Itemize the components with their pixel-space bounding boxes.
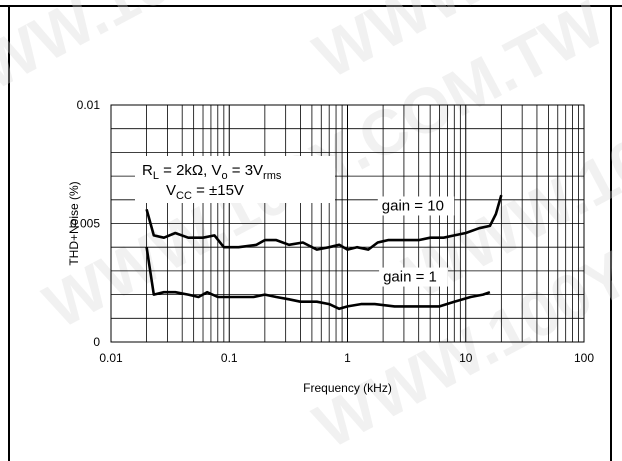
series-label-background <box>377 196 455 216</box>
x-tick-label: 100 <box>574 351 594 365</box>
x-tick-label: 0.01 <box>99 351 123 365</box>
conditions-line-2: VCC = ±15V <box>166 182 244 202</box>
x-tick-label: 1 <box>344 351 351 365</box>
conditions-background <box>135 156 335 203</box>
conditions-line-1: RL = 2kΩ, Vo = 3Vrms <box>142 162 282 182</box>
y-tick-label: 0.01 <box>77 98 101 112</box>
series-labels: gain = 10 gain = 1 <box>377 196 455 287</box>
y-tick-label: 0.005 <box>70 217 100 231</box>
y-axis-label: THD+Noise (%) <box>67 181 81 265</box>
x-tick-labels: 0.01 0.1 1 10 100 <box>99 351 594 365</box>
series-label-background <box>379 267 448 287</box>
x-axis-label: Frequency (kHz) <box>303 381 392 395</box>
series-layer <box>145 194 503 311</box>
series-label-gain-1: gain = 1 <box>383 269 437 286</box>
x-tick-label: 0.1 <box>221 351 238 365</box>
plot-border <box>110 104 585 343</box>
y-tick-label: 0 <box>93 335 100 349</box>
series-line-gain-1 <box>145 247 491 311</box>
series-line-gain-10 <box>145 194 503 251</box>
y-tick-labels: 0 0.005 0.01 <box>70 98 100 349</box>
x-tick-label: 10 <box>459 351 473 365</box>
series-label-gain-10: gain = 10 <box>382 197 444 214</box>
